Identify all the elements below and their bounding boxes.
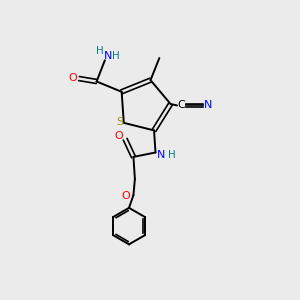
Text: C: C — [178, 100, 185, 110]
Text: O: O — [122, 191, 130, 201]
Text: N: N — [103, 51, 112, 61]
Text: H: H — [112, 51, 120, 61]
Text: S: S — [117, 117, 124, 127]
Text: N: N — [204, 100, 212, 110]
Text: O: O — [68, 73, 77, 83]
Text: O: O — [114, 131, 123, 141]
Text: H: H — [168, 150, 176, 160]
Text: H: H — [96, 46, 104, 56]
Text: N: N — [157, 150, 166, 160]
